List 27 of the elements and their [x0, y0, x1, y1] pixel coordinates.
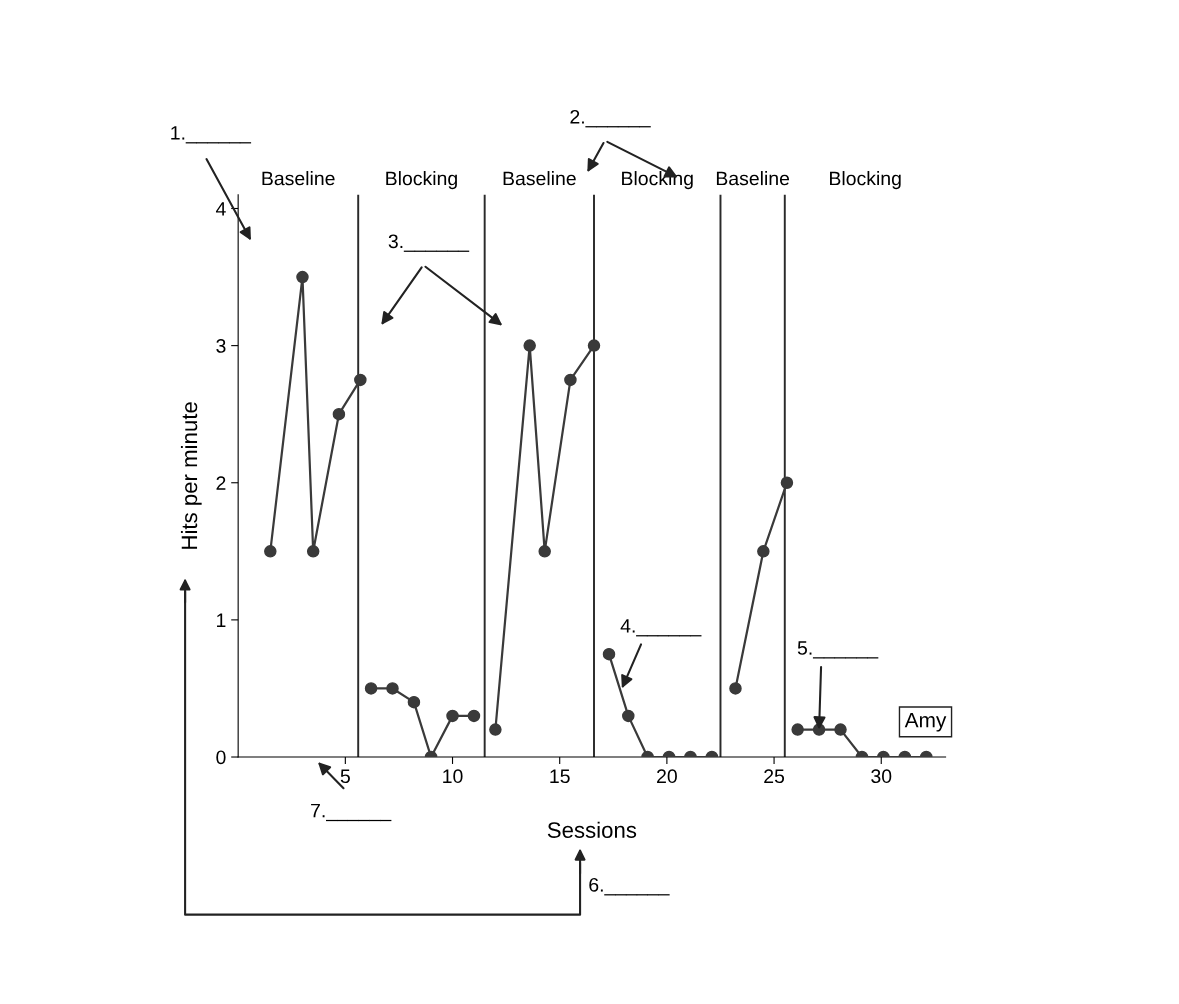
y-tick-label: 1: [217, 613, 226, 627]
text: Baseline: [262, 171, 335, 186]
annotation: 3.______: [388, 234, 470, 252]
x-tick-label: 20: [657, 769, 677, 784]
text: Baseline: [503, 171, 576, 186]
text: Blocking: [830, 171, 901, 190]
text: 6.______: [589, 877, 670, 896]
x-tick-label: 25: [764, 769, 785, 784]
y-tick-label: 0: [216, 750, 226, 765]
text: Blocking: [622, 171, 693, 190]
text: 2.______: [570, 109, 651, 128]
x-tick-label: 10: [443, 769, 463, 784]
y-tick-label: 4: [215, 202, 226, 216]
text: Blocking: [386, 171, 457, 190]
annotation: Amy: [904, 712, 947, 732]
annotation: 5.______: [797, 641, 879, 659]
x-tick-label: 15: [550, 769, 570, 784]
text: Baseline: [716, 171, 790, 186]
text: 1.______: [171, 126, 252, 144]
x-tick-label: 5: [340, 769, 350, 784]
y-axis-title: Hits per minute: [180, 402, 202, 549]
y-tick-label: 2: [216, 476, 226, 490]
x-tick-label: 30: [871, 769, 892, 784]
annotation: 4.______: [620, 619, 702, 637]
x-axis-title: Sessions: [547, 821, 637, 838]
y-tick-label: 3: [216, 339, 226, 353]
text: 7.______: [311, 803, 392, 822]
